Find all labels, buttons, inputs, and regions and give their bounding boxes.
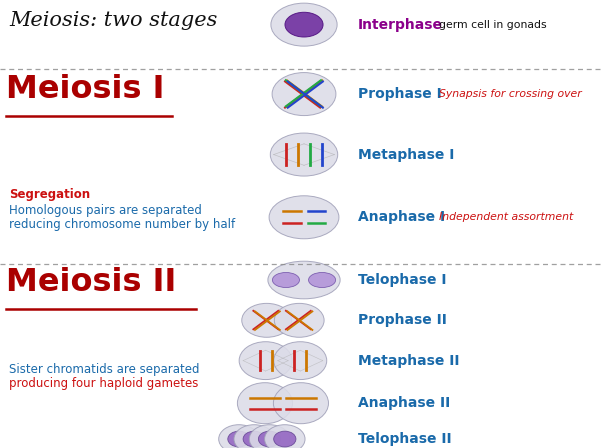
Text: Meiosis I: Meiosis I (6, 74, 164, 105)
Text: Homologous pairs are separated: Homologous pairs are separated (9, 204, 202, 217)
Ellipse shape (273, 383, 329, 424)
Text: Metaphase II: Metaphase II (358, 353, 460, 368)
Text: Meiosis: two stages: Meiosis: two stages (9, 11, 217, 30)
Text: Sister chromatids are separated: Sister chromatids are separated (9, 363, 199, 376)
Ellipse shape (237, 383, 293, 424)
Ellipse shape (269, 196, 339, 239)
Text: producing four haploid gametes: producing four haploid gametes (9, 377, 199, 391)
Text: Independent assortment: Independent assortment (439, 212, 574, 222)
Text: Meiosis II: Meiosis II (6, 267, 176, 297)
Ellipse shape (258, 431, 281, 447)
Text: Segregation: Segregation (9, 188, 90, 202)
Text: Anaphase I: Anaphase I (358, 210, 445, 224)
Ellipse shape (274, 342, 327, 379)
Ellipse shape (285, 12, 323, 37)
Text: Metaphase I: Metaphase I (358, 147, 455, 162)
Text: Synapsis for crossing over: Synapsis for crossing over (439, 89, 582, 99)
Text: Prophase I: Prophase I (358, 87, 442, 101)
Ellipse shape (272, 73, 336, 116)
Text: reducing chromosome number by half: reducing chromosome number by half (9, 218, 235, 232)
Text: Prophase II: Prophase II (358, 313, 447, 327)
Ellipse shape (268, 261, 340, 299)
Text: germ cell in gonads: germ cell in gonads (439, 20, 547, 30)
Text: Anaphase II: Anaphase II (358, 396, 450, 410)
Ellipse shape (228, 431, 250, 447)
Ellipse shape (272, 272, 300, 288)
Ellipse shape (242, 303, 291, 337)
Ellipse shape (275, 303, 324, 337)
Ellipse shape (265, 425, 305, 448)
Ellipse shape (243, 431, 265, 447)
Ellipse shape (308, 272, 336, 288)
Ellipse shape (249, 425, 290, 448)
Ellipse shape (219, 425, 259, 448)
Ellipse shape (274, 431, 296, 447)
Ellipse shape (270, 133, 338, 176)
Text: Telophase I: Telophase I (358, 273, 447, 287)
Ellipse shape (239, 342, 292, 379)
Text: Interphase: Interphase (358, 17, 443, 32)
Ellipse shape (234, 425, 275, 448)
Ellipse shape (271, 3, 337, 46)
Text: Telophase II: Telophase II (358, 432, 452, 446)
